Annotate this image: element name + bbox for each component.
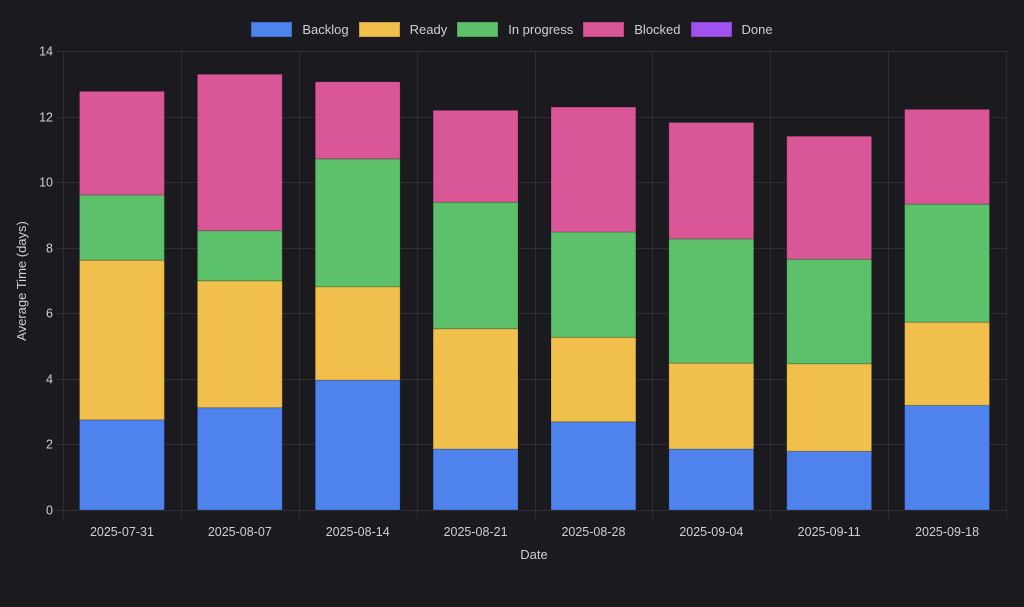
y-axis-ticks: 0 2 4 6 8 10 12 14: [39, 45, 53, 518]
x-tick-label: 2025-08-28: [561, 525, 625, 539]
bar-segment-in-progress[interactable]: [668, 238, 755, 364]
bars: [79, 73, 990, 511]
legend-item-in-progress[interactable]: In progress: [457, 22, 573, 37]
legend-item-backlog[interactable]: Backlog: [251, 22, 349, 37]
bar-segment-ready[interactable]: [79, 259, 165, 421]
bar-segment-blocked[interactable]: [904, 108, 990, 205]
y-tick-label: 8: [46, 242, 53, 256]
bar-segment-blocked[interactable]: [432, 109, 519, 203]
bar-segment-blocked[interactable]: [314, 81, 401, 160]
bar-segment-blocked[interactable]: [550, 106, 637, 233]
bar-segment-blocked[interactable]: [786, 135, 873, 260]
x-tick-label: 2025-09-11: [798, 525, 861, 539]
bar-segment-backlog[interactable]: [196, 407, 283, 511]
bar-segment-backlog[interactable]: [79, 419, 165, 511]
bar-segment-in-progress[interactable]: [432, 201, 519, 330]
bar-segment-backlog[interactable]: [432, 448, 519, 511]
legend-label-ready: Ready: [409, 22, 448, 37]
y-tick-label: 2: [46, 438, 53, 452]
legend-swatch-done: [690, 22, 732, 37]
bar-segment-in-progress[interactable]: [550, 231, 637, 338]
bar-segment-backlog[interactable]: [786, 450, 873, 511]
bar-segment-ready[interactable]: [668, 362, 755, 450]
y-tick-label: 14: [39, 45, 53, 59]
legend-swatch-ready: [358, 22, 400, 37]
legend-label-blocked: Blocked: [634, 22, 681, 37]
x-tick-label: 2025-07-31: [90, 525, 154, 539]
x-tick-label: 2025-09-18: [915, 525, 979, 539]
bar-segment-blocked[interactable]: [79, 90, 165, 196]
legend-item-ready[interactable]: Ready: [358, 22, 448, 37]
bar-segment-in-progress[interactable]: [786, 258, 873, 365]
bar-segment-ready[interactable]: [314, 286, 401, 381]
bar-segment-in-progress[interactable]: [314, 158, 401, 288]
x-tick-label: 2025-08-07: [208, 525, 272, 539]
legend-item-blocked[interactable]: Blocked: [583, 22, 681, 37]
bar-segment-in-progress[interactable]: [904, 203, 990, 323]
legend-swatch-blocked: [583, 22, 625, 37]
bar-segment-backlog[interactable]: [314, 379, 401, 511]
legend-item-done[interactable]: Done: [690, 22, 773, 37]
bar-segment-in-progress[interactable]: [196, 230, 283, 282]
bar-segment-backlog[interactable]: [550, 421, 637, 511]
chart-legend: Backlog Ready In progress Blocked Done: [0, 22, 1024, 37]
bar-segment-blocked[interactable]: [668, 121, 755, 240]
bar-segment-blocked[interactable]: [196, 73, 283, 232]
bar-segment-in-progress[interactable]: [79, 194, 165, 261]
y-tick-label: 6: [46, 307, 53, 321]
legend-swatch-backlog: [251, 22, 293, 37]
bar-segment-ready[interactable]: [550, 336, 637, 423]
x-tick-label: 2025-08-21: [444, 525, 508, 539]
bar-segment-backlog[interactable]: [668, 448, 755, 511]
x-axis-ticks: 2025-07-31 2025-08-07 2025-08-14 2025-08-21…: [90, 525, 979, 539]
y-tick-label: 0: [46, 504, 53, 518]
x-tick-label: 2025-09-04: [679, 525, 743, 539]
legend-label-in-progress: In progress: [508, 22, 574, 37]
legend-label-done: Done: [741, 22, 773, 37]
y-axis-title: Average Time (days): [14, 221, 29, 341]
bar-segment-ready[interactable]: [786, 363, 873, 452]
y-tick-label: 10: [39, 176, 53, 190]
x-tick-label: 2025-08-14: [326, 525, 390, 539]
x-axis-title: Date: [520, 547, 547, 562]
y-tick-label: 4: [46, 373, 53, 387]
bar-segment-backlog[interactable]: [904, 404, 990, 511]
bar-segment-ready[interactable]: [432, 328, 519, 450]
legend-swatch-in-progress: [457, 22, 499, 37]
legend-label-backlog: Backlog: [302, 22, 349, 37]
bar-segment-ready[interactable]: [904, 321, 990, 406]
bar-segment-ready[interactable]: [196, 280, 283, 409]
y-tick-label: 12: [39, 111, 53, 125]
